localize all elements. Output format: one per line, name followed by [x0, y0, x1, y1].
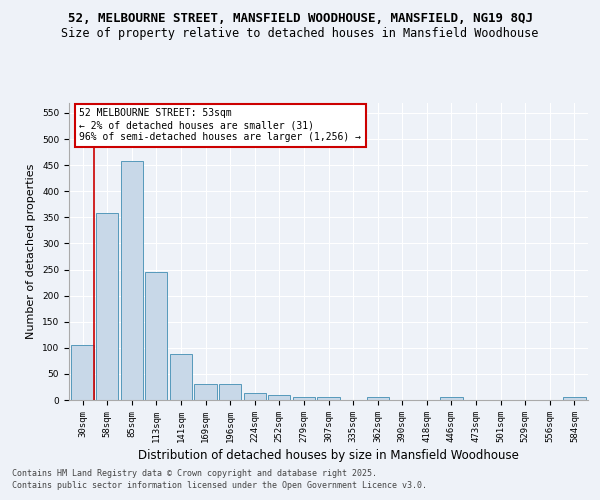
Bar — [268, 396, 290, 400]
Bar — [145, 272, 167, 400]
Text: Contains public sector information licensed under the Open Government Licence v3: Contains public sector information licen… — [12, 481, 427, 490]
Bar — [563, 398, 586, 400]
Bar — [71, 345, 94, 400]
Bar — [440, 398, 463, 400]
Text: Contains HM Land Registry data © Crown copyright and database right 2025.: Contains HM Land Registry data © Crown c… — [12, 469, 377, 478]
Text: Size of property relative to detached houses in Mansfield Woodhouse: Size of property relative to detached ho… — [61, 28, 539, 40]
Bar — [194, 384, 217, 400]
Bar — [219, 384, 241, 400]
Bar — [317, 398, 340, 400]
Bar — [293, 397, 315, 400]
Text: 52 MELBOURNE STREET: 53sqm
← 2% of detached houses are smaller (31)
96% of semi-: 52 MELBOURNE STREET: 53sqm ← 2% of detac… — [79, 108, 361, 142]
Bar — [367, 398, 389, 400]
Bar — [244, 393, 266, 400]
Text: 52, MELBOURNE STREET, MANSFIELD WOODHOUSE, MANSFIELD, NG19 8QJ: 52, MELBOURNE STREET, MANSFIELD WOODHOUS… — [67, 12, 533, 26]
X-axis label: Distribution of detached houses by size in Mansfield Woodhouse: Distribution of detached houses by size … — [138, 449, 519, 462]
Bar — [121, 162, 143, 400]
Bar — [170, 354, 192, 400]
Bar — [96, 213, 118, 400]
Y-axis label: Number of detached properties: Number of detached properties — [26, 164, 37, 339]
